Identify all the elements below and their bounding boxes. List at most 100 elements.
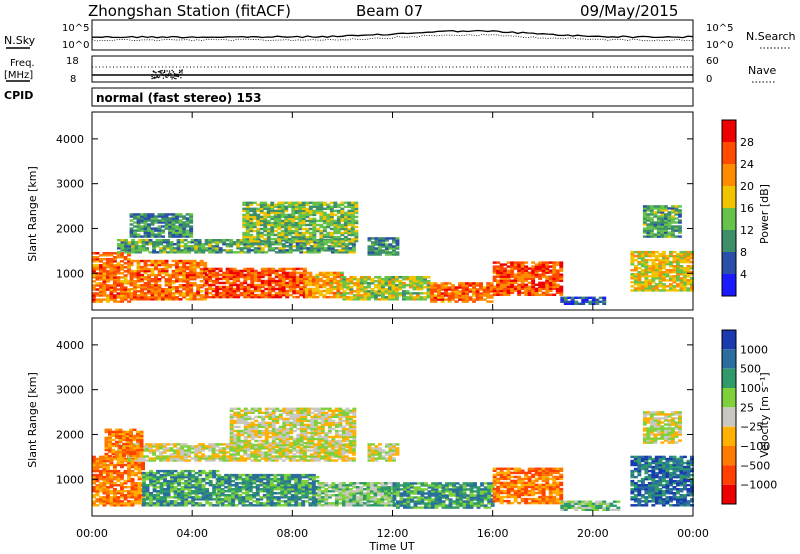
range-cell xyxy=(102,288,107,291)
range-cell xyxy=(164,219,169,222)
range-cell xyxy=(320,243,325,246)
range-cell xyxy=(191,477,196,481)
range-cell xyxy=(391,288,396,291)
range-cell xyxy=(315,287,320,291)
range-cell xyxy=(99,490,103,493)
range-cell xyxy=(324,496,329,499)
range-cell xyxy=(140,280,145,283)
range-cell xyxy=(377,490,381,493)
range-cell xyxy=(198,482,203,485)
range-cell xyxy=(159,498,164,501)
range-cell xyxy=(316,251,321,254)
range-cell xyxy=(320,484,325,487)
range-cell xyxy=(588,296,593,300)
range-cell xyxy=(433,282,438,285)
range-cell xyxy=(410,496,414,499)
range-cell xyxy=(204,269,209,273)
range-cell xyxy=(246,277,251,281)
range-cell xyxy=(120,292,124,295)
range-cell xyxy=(647,281,652,284)
range-cell xyxy=(175,263,180,267)
range-cell xyxy=(354,209,359,213)
range-cell xyxy=(420,492,425,495)
range-cell xyxy=(120,475,124,479)
range-cell xyxy=(644,263,649,266)
range-cell xyxy=(667,221,672,224)
range-cell xyxy=(667,235,672,238)
range-cell xyxy=(262,482,267,485)
range-cell xyxy=(140,298,145,301)
range-cell xyxy=(686,287,691,290)
range-cell xyxy=(678,219,682,222)
range-cell xyxy=(570,300,575,304)
range-cell xyxy=(308,504,313,507)
range-cell xyxy=(220,494,225,497)
range-cell xyxy=(220,484,225,487)
range-cell xyxy=(517,275,522,278)
range-cell xyxy=(424,492,429,495)
range-cell xyxy=(287,496,292,499)
range-cell xyxy=(245,223,250,227)
range-cell xyxy=(159,469,164,473)
range-cell xyxy=(676,279,680,282)
range-cell xyxy=(392,484,397,487)
nave-dip-point xyxy=(181,70,183,72)
range-cell xyxy=(177,479,182,483)
range-cell xyxy=(273,477,278,481)
range-cell xyxy=(301,233,306,237)
range-cell xyxy=(298,225,303,229)
range-cell xyxy=(113,455,117,459)
range-cell xyxy=(270,223,275,227)
range-cell xyxy=(326,205,331,209)
range-cell xyxy=(319,229,324,233)
range-cell xyxy=(95,486,100,489)
range-cell xyxy=(140,265,145,269)
range-cell xyxy=(170,504,175,507)
range-cell xyxy=(559,265,564,268)
range-cell xyxy=(175,215,180,218)
range-cell xyxy=(345,288,350,291)
range-cell xyxy=(640,289,645,292)
range-cell xyxy=(649,227,654,230)
range-cell xyxy=(120,502,124,505)
range-cell xyxy=(281,273,286,277)
range-cell xyxy=(452,494,457,497)
range-cell xyxy=(185,294,190,297)
range-cell xyxy=(194,486,199,489)
range-cell xyxy=(194,479,199,483)
range-cell xyxy=(273,479,278,483)
range-cell xyxy=(123,457,128,461)
range-cell xyxy=(340,215,345,219)
range-cell xyxy=(315,502,320,505)
range-cell xyxy=(131,239,136,242)
range-cell xyxy=(248,504,253,507)
range-cell xyxy=(127,251,132,254)
range-cell xyxy=(319,219,324,223)
range-cell xyxy=(184,484,189,487)
range-cell xyxy=(95,504,100,507)
range-cell xyxy=(447,296,452,299)
range-cell xyxy=(162,249,167,252)
range-cell xyxy=(322,273,327,277)
range-cell xyxy=(308,498,313,501)
range-cell xyxy=(373,498,378,501)
range-cell xyxy=(159,490,164,493)
range-cell xyxy=(127,490,132,493)
range-cell xyxy=(236,285,241,289)
range-cell xyxy=(263,221,268,225)
range-cell xyxy=(149,469,154,473)
range-cell xyxy=(287,500,292,503)
range-cell xyxy=(318,277,323,281)
range-cell xyxy=(106,500,110,503)
range-cell xyxy=(329,207,334,211)
nave-dip-point xyxy=(180,70,182,73)
range-cell xyxy=(252,207,257,211)
range-cell xyxy=(345,292,350,295)
range-cell xyxy=(326,215,331,219)
nave-dip-point xyxy=(162,74,165,77)
range-cell xyxy=(102,490,107,493)
range-cell xyxy=(291,209,296,213)
range-cell xyxy=(109,461,114,465)
range-cell xyxy=(669,279,673,282)
range-cell xyxy=(343,221,348,225)
